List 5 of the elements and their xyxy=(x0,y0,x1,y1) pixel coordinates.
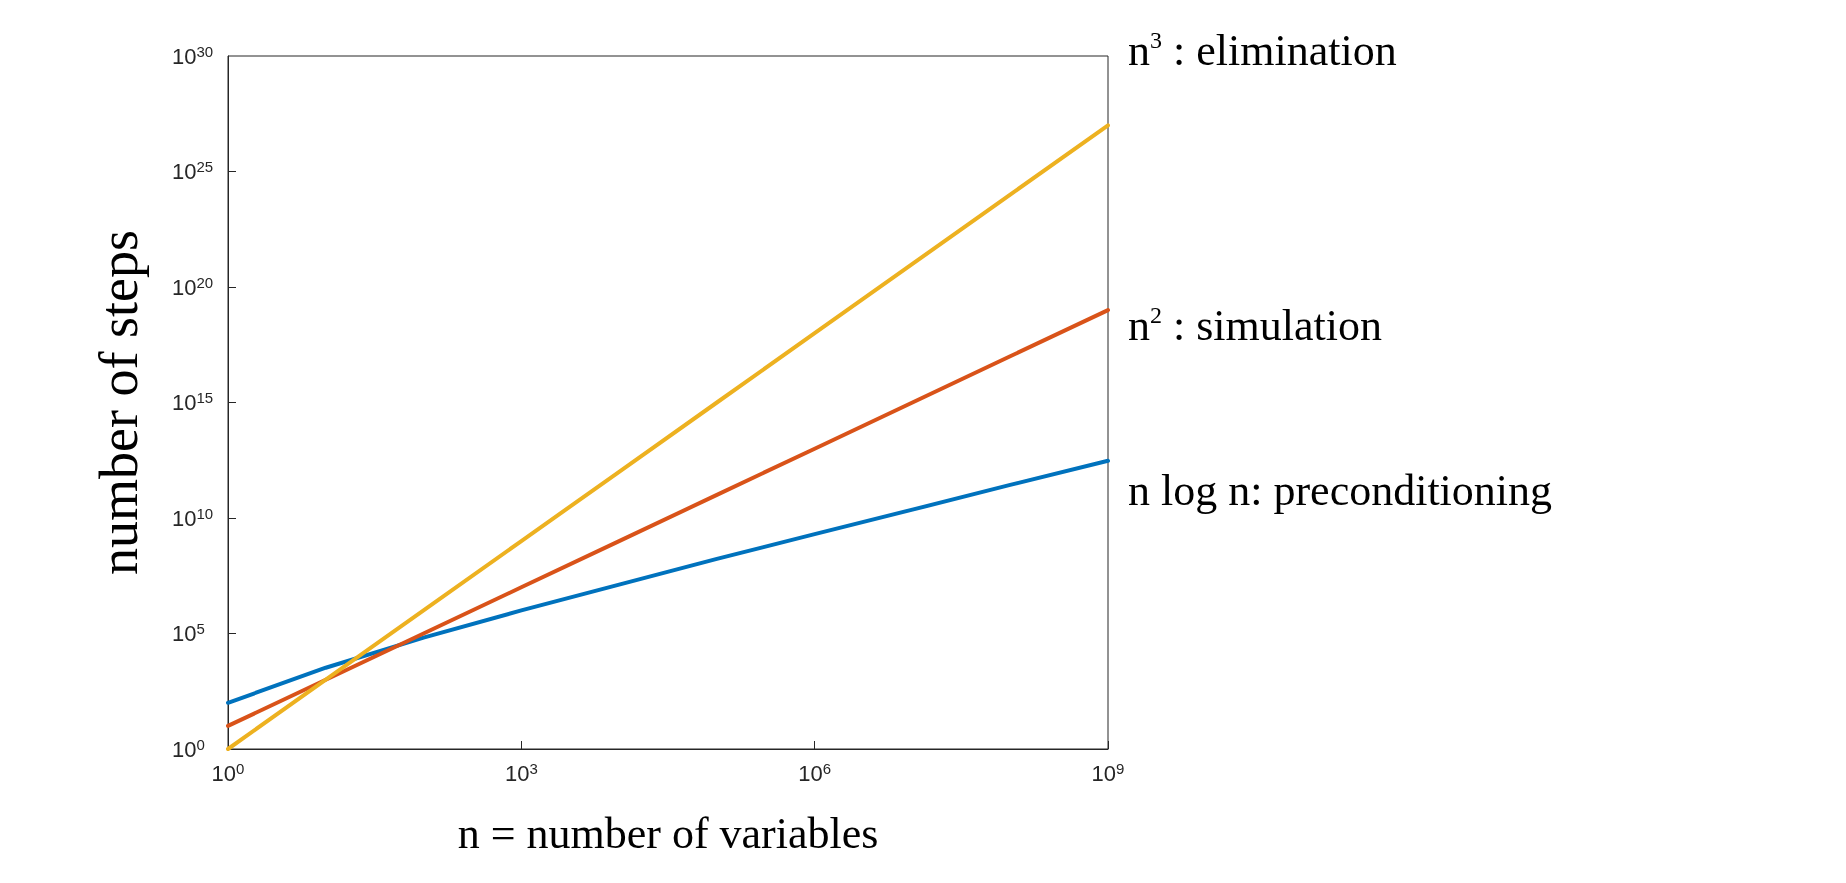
y-axis-title: number of steps xyxy=(89,230,149,575)
x-axis-title: n = number of variables xyxy=(457,808,879,858)
line-series xyxy=(226,308,1110,728)
series-label: n log n: preconditioning xyxy=(1128,466,1553,516)
line-series xyxy=(226,458,1110,705)
